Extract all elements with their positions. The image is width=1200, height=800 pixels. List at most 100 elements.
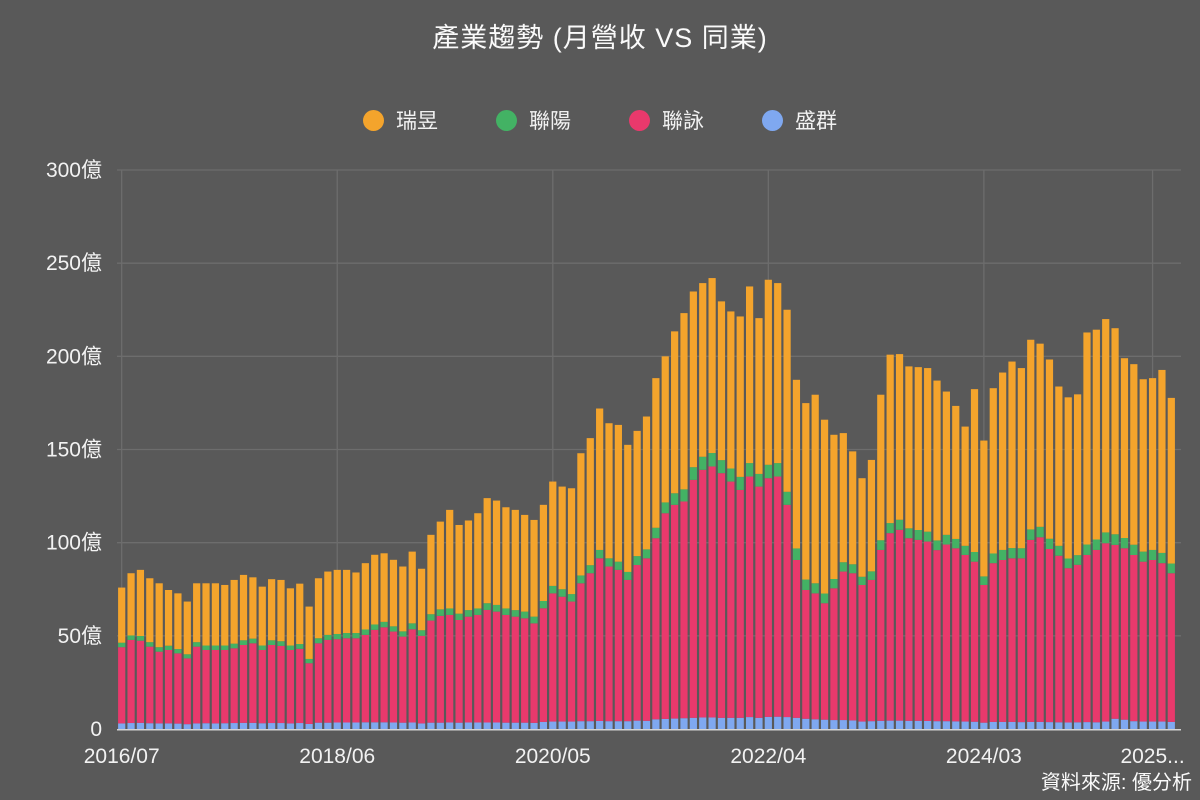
bar-segment-聯陽-2021/07[interactable] <box>680 489 688 502</box>
bar-segment-瑞昱-2018/10[interactable] <box>371 554 379 625</box>
bar-segment-聯詠-2020/12[interactable] <box>614 569 622 722</box>
bar-segment-聯詠-2025/03[interactable] <box>1092 549 1100 723</box>
bar-segment-盛群-2024/06[interactable] <box>1008 721 1016 729</box>
bar-segment-聯詠-2019/01[interactable] <box>399 636 407 723</box>
bar-segment-盛群-2022/09[interactable] <box>811 719 819 729</box>
bar-segment-聯陽-2022/12[interactable] <box>839 562 847 572</box>
bar-segment-聯詠-2018/09[interactable] <box>361 634 369 723</box>
bar-segment-聯詠-2025/10[interactable] <box>1158 563 1166 722</box>
bar-segment-瑞昱-2022/08[interactable] <box>802 403 810 580</box>
bar-segment-盛群-2018/11[interactable] <box>380 722 388 729</box>
bar-segment-盛群-2017/01[interactable] <box>174 723 182 729</box>
bar-segment-瑞昱-2022/04[interactable] <box>764 279 772 465</box>
bar-segment-聯詠-2017/01[interactable] <box>174 653 182 724</box>
bar-segment-瑞昱-2022/07[interactable] <box>792 379 801 549</box>
bar-segment-聯詠-2025/01[interactable] <box>1074 564 1082 723</box>
bar-segment-盛群-2017/09[interactable] <box>249 722 257 729</box>
bar-segment-聯陽-2018/02[interactable] <box>296 644 304 649</box>
bar-segment-聯陽-2023/03[interactable] <box>867 571 876 580</box>
bar-segment-聯陽-2020/08[interactable] <box>577 575 585 584</box>
bar-segment-聯詠-2019/02[interactable] <box>408 629 416 723</box>
bar-segment-盛群-2024/09[interactable] <box>1036 721 1044 729</box>
bar-segment-盛群-2019/03[interactable] <box>417 723 426 729</box>
legend-item-2[interactable]: 聯詠 <box>629 105 704 135</box>
bar-segment-盛群-2018/06[interactable] <box>333 722 341 729</box>
bar-segment-盛群-2023/01[interactable] <box>849 720 857 729</box>
bar-segment-盛群-2017/03[interactable] <box>193 723 201 729</box>
bar-segment-聯陽-2023/08[interactable] <box>914 530 922 540</box>
bar-segment-聯陽-2023/05[interactable] <box>886 523 894 534</box>
bar-segment-瑞昱-2023/03[interactable] <box>867 459 876 572</box>
bar-segment-聯陽-2022/07[interactable] <box>792 548 801 560</box>
bar-segment-聯陽-2022/11[interactable] <box>830 579 838 589</box>
bar-segment-聯陽-2020/11[interactable] <box>605 558 613 567</box>
bar-segment-瑞昱-2020/05[interactable] <box>549 481 557 586</box>
bar-segment-盛群-2020/01[interactable] <box>511 722 519 729</box>
bar-segment-聯詠-2021/02[interactable] <box>633 565 641 721</box>
bar-segment-聯詠-2021/04[interactable] <box>652 538 660 720</box>
legend-item-3[interactable]: 盛群 <box>762 105 837 135</box>
bar-segment-聯陽-2019/06[interactable] <box>446 608 454 615</box>
bar-segment-盛群-2020/11[interactable] <box>605 721 613 729</box>
bar-segment-盛群-2019/08[interactable] <box>464 722 473 729</box>
bar-segment-聯陽-2016/08[interactable] <box>127 635 135 640</box>
bar-segment-聯詠-2016/07[interactable] <box>118 647 126 724</box>
bar-segment-聯詠-2018/03[interactable] <box>305 663 313 724</box>
bar-segment-瑞昱-2019/03[interactable] <box>417 568 426 631</box>
bar-segment-聯詠-2017/08[interactable] <box>239 644 248 723</box>
bar-segment-聯陽-2018/12[interactable] <box>389 626 398 632</box>
bar-segment-盛群-2019/12[interactable] <box>502 722 510 729</box>
bar-segment-盛群-2018/12[interactable] <box>389 722 398 729</box>
bar-segment-瑞昱-2021/12[interactable] <box>727 311 735 469</box>
bar-segment-瑞昱-2024/06[interactable] <box>1008 361 1016 549</box>
bar-segment-瑞昱-2019/05[interactable] <box>436 521 444 610</box>
bar-segment-聯詠-2020/03[interactable] <box>530 623 538 723</box>
bar-segment-聯陽-2021/05[interactable] <box>661 502 669 514</box>
bar-segment-聯詠-2023/07[interactable] <box>905 538 913 721</box>
bar-segment-瑞昱-2018/08[interactable] <box>352 572 360 634</box>
bar-segment-聯詠-2022/02[interactable] <box>745 476 754 718</box>
bar-segment-盛群-2023/10[interactable] <box>933 721 941 729</box>
bar-segment-盛群-2022/11[interactable] <box>830 720 838 729</box>
bar-segment-盛群-2016/12[interactable] <box>164 723 173 729</box>
bar-segment-聯詠-2017/09[interactable] <box>249 643 257 723</box>
bar-segment-聯陽-2019/10[interactable] <box>483 603 491 610</box>
bar-segment-瑞昱-2018/12[interactable] <box>389 559 398 627</box>
bar-segment-盛群-2018/07[interactable] <box>343 722 351 729</box>
bar-segment-聯陽-2018/09[interactable] <box>361 629 369 635</box>
bar-segment-盛群-2024/02[interactable] <box>970 721 979 729</box>
bar-segment-瑞昱-2018/02[interactable] <box>296 583 304 645</box>
bar-segment-瑞昱-2023/12[interactable] <box>952 405 960 539</box>
bar-segment-聯詠-2021/12[interactable] <box>727 481 735 718</box>
bar-segment-盛群-2025/05[interactable] <box>1111 718 1119 729</box>
bar-segment-盛群-2020/04[interactable] <box>539 721 548 729</box>
bar-segment-盛群-2023/12[interactable] <box>952 721 960 729</box>
bar-segment-聯陽-2023/11[interactable] <box>942 534 950 545</box>
bar-segment-聯詠-2016/11[interactable] <box>155 651 163 724</box>
bar-segment-盛群-2017/08[interactable] <box>239 722 248 729</box>
bar-segment-聯陽-2018/08[interactable] <box>352 633 360 639</box>
bar-segment-盛群-2024/05[interactable] <box>999 721 1007 729</box>
bar-segment-瑞昱-2025/05[interactable] <box>1111 328 1119 535</box>
bar-segment-聯詠-2018/06[interactable] <box>333 639 341 723</box>
bar-segment-聯陽-2018/06[interactable] <box>333 633 341 640</box>
bar-segment-聯詠-2022/10[interactable] <box>820 603 829 720</box>
bar-segment-瑞昱-2024/03[interactable] <box>980 440 988 577</box>
bar-segment-盛群-2016/07[interactable] <box>118 723 126 729</box>
bar-segment-聯詠-2016/10[interactable] <box>146 646 154 724</box>
bar-segment-聯陽-2019/02[interactable] <box>408 623 416 630</box>
bar-segment-瑞昱-2024/12[interactable] <box>1064 397 1072 559</box>
bar-segment-聯陽-2021/04[interactable] <box>652 527 660 539</box>
bar-segment-聯陽-2023/06[interactable] <box>895 519 904 530</box>
bar-segment-聯陽-2019/09[interactable] <box>474 608 482 615</box>
bar-segment-聯陽-2025/10[interactable] <box>1158 552 1166 564</box>
bar-segment-盛群-2021/10[interactable] <box>708 717 716 729</box>
bar-segment-瑞昱-2017/12[interactable] <box>277 579 285 642</box>
bar-segment-聯詠-2022/03[interactable] <box>755 486 763 718</box>
bar-segment-盛群-2021/05[interactable] <box>661 718 669 729</box>
bar-segment-盛群-2017/10[interactable] <box>258 723 266 729</box>
bar-segment-盛群-2018/09[interactable] <box>361 722 369 729</box>
bar-segment-聯詠-2019/05[interactable] <box>436 615 444 723</box>
bar-segment-盛群-2018/04[interactable] <box>314 722 323 729</box>
bar-segment-聯詠-2025/08[interactable] <box>1139 561 1147 722</box>
